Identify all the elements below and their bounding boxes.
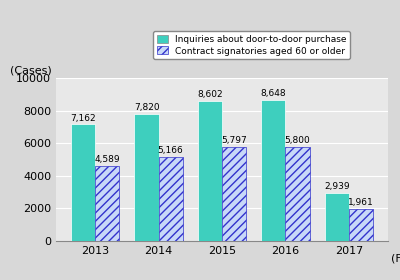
Text: 5,800: 5,800 [284,136,310,145]
Bar [158,157,183,241]
Text: 4,589: 4,589 [94,155,120,164]
Text: (FY): (FY) [391,254,400,264]
Bar [261,100,286,241]
Text: 7,162: 7,162 [70,114,96,123]
Text: 8,648: 8,648 [260,89,286,98]
Text: 2,939: 2,939 [324,182,350,191]
Bar [71,125,95,241]
Bar [286,147,310,241]
Bar [134,114,158,241]
Bar [198,101,222,241]
Bar [325,193,349,241]
Bar [95,166,119,241]
Bar [222,147,246,241]
Text: 5,166: 5,166 [158,146,184,155]
Bar [349,209,373,241]
Text: 7,820: 7,820 [134,103,159,112]
Text: 5,797: 5,797 [221,136,247,145]
Text: (Cases): (Cases) [10,65,51,75]
Legend: Inquiries about door-to-door purchase, Contract signatories aged 60 or older: Inquiries about door-to-door purchase, C… [154,31,350,59]
Text: 8,602: 8,602 [197,90,223,99]
Text: 1,961: 1,961 [348,198,374,207]
